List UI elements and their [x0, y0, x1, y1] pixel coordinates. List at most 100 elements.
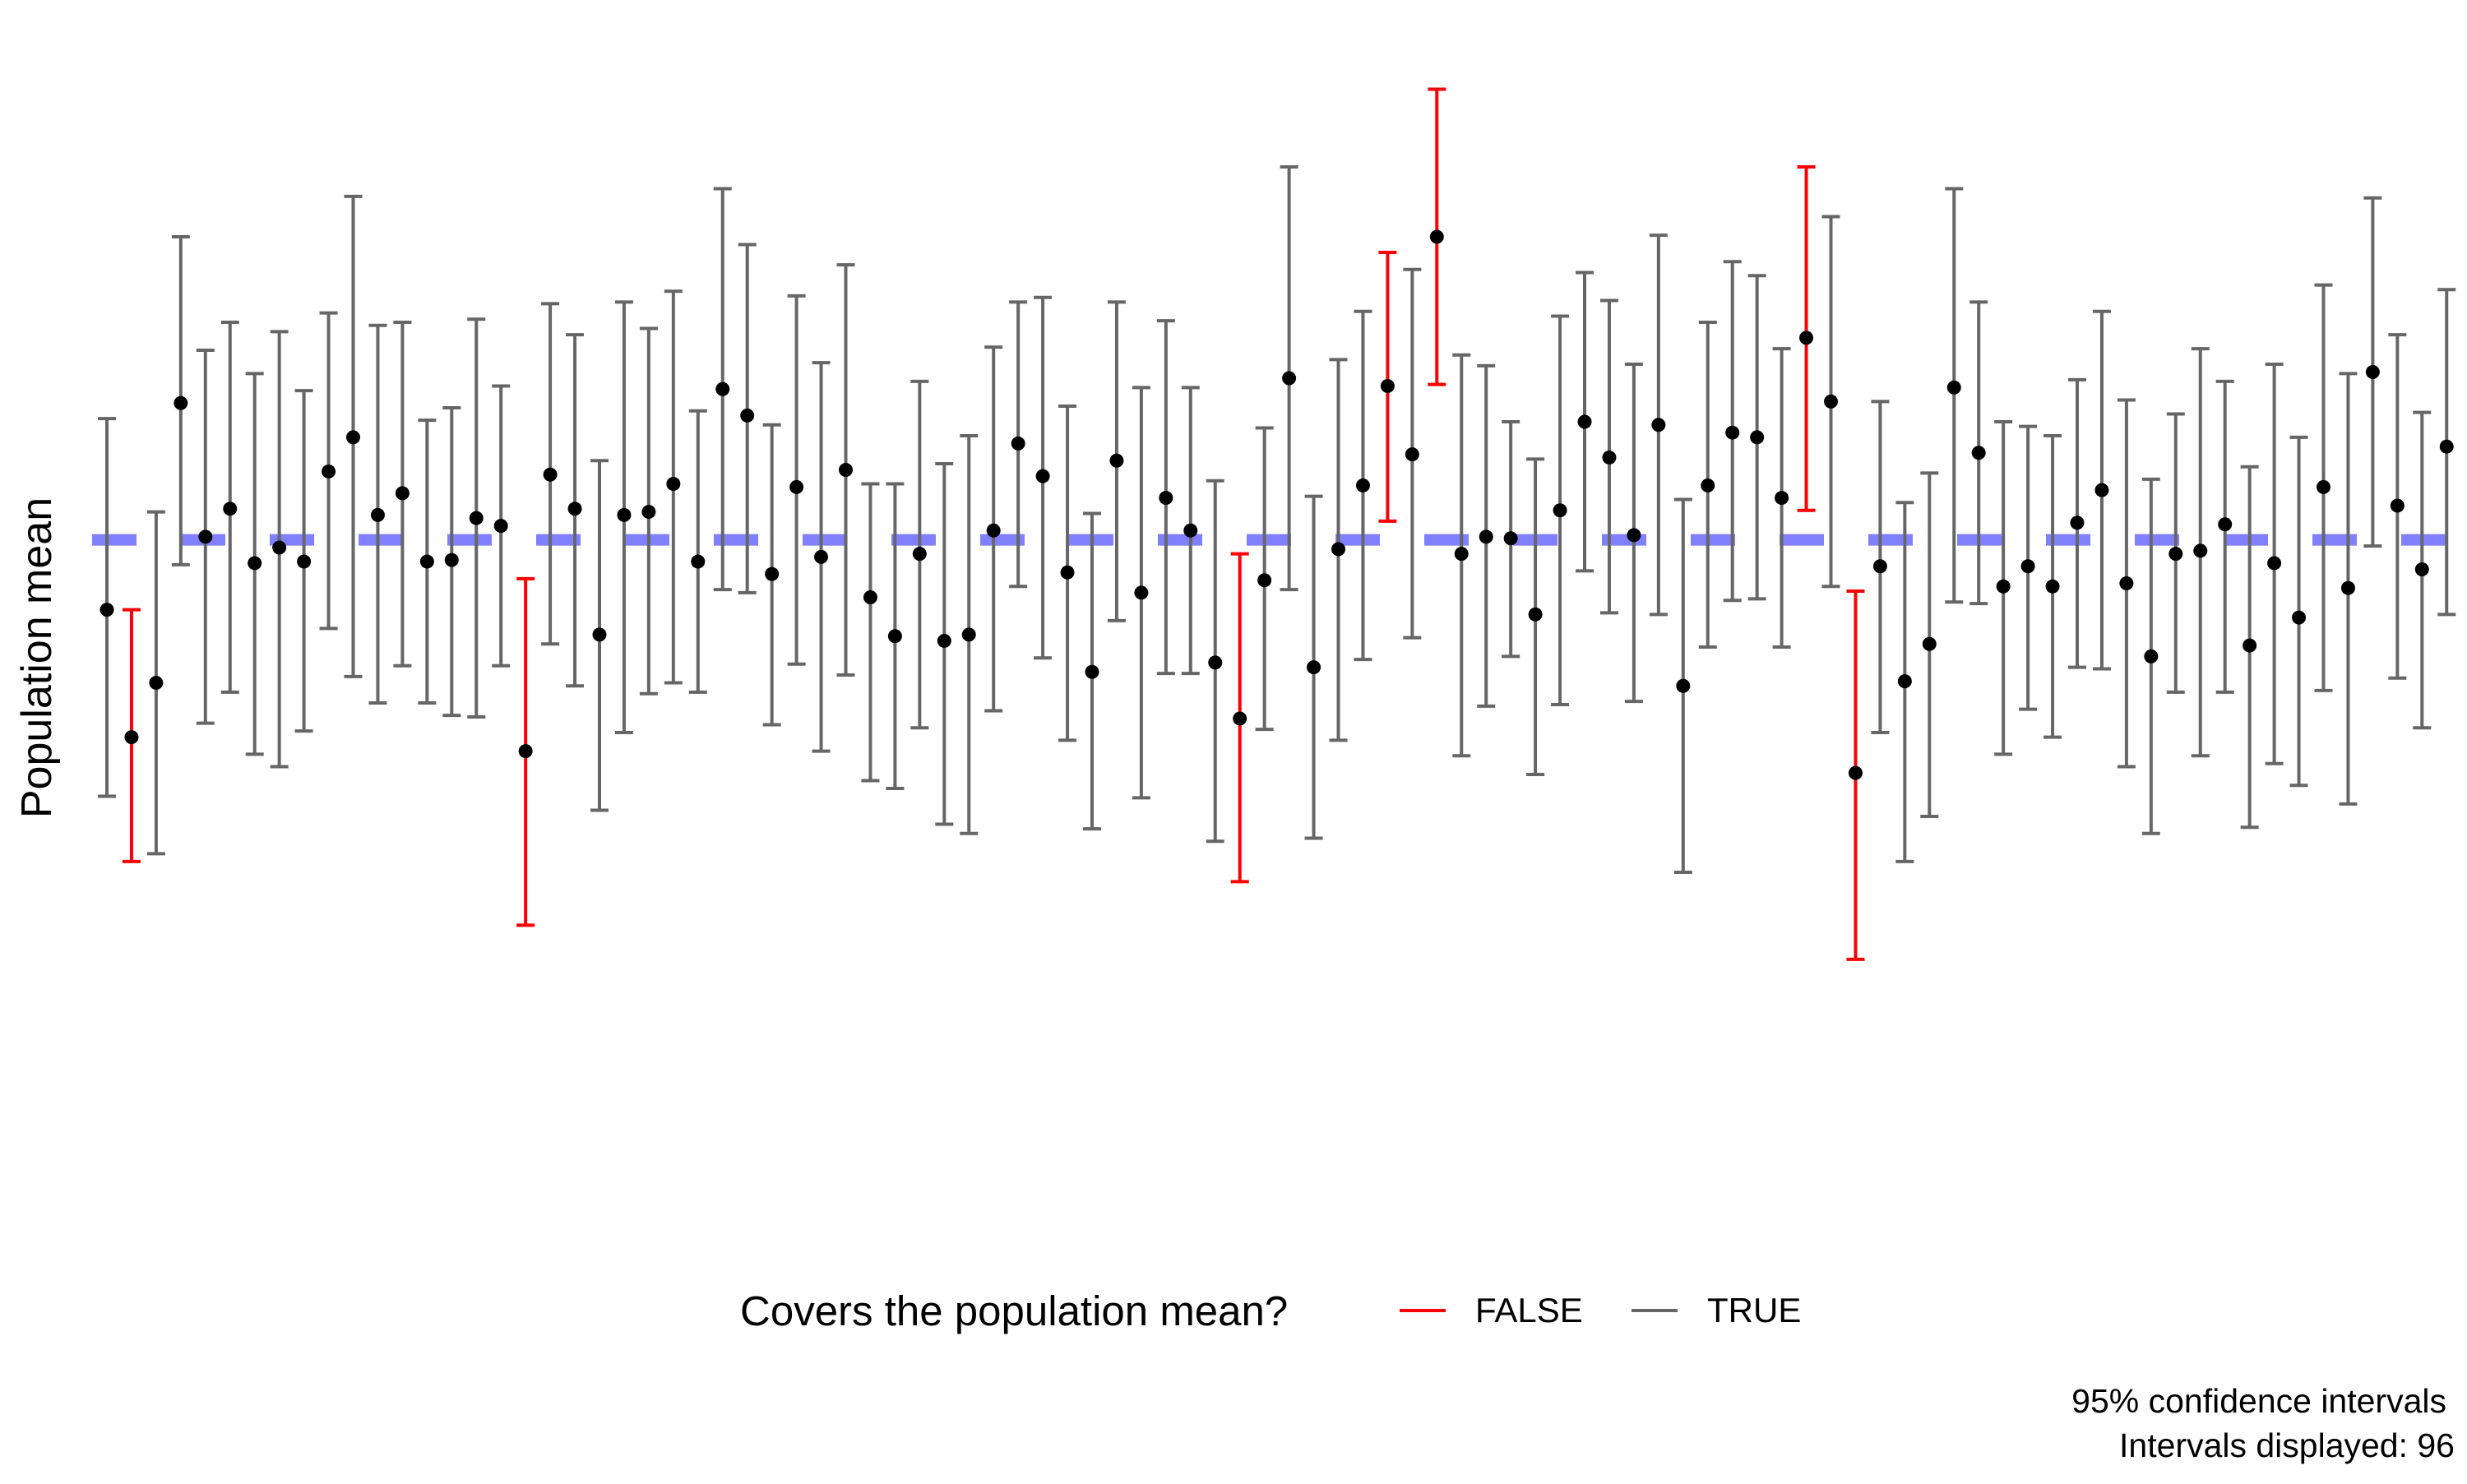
sample-mean-point: [149, 675, 164, 690]
sample-mean-point: [1750, 430, 1765, 445]
sample-mean-point: [1134, 585, 1149, 600]
sample-mean-point: [1676, 678, 1691, 693]
confidence-interval: [787, 294, 806, 666]
sample-mean-point: [419, 554, 434, 569]
legend-title: Covers the population mean?: [740, 1288, 1288, 1334]
legend: Covers the population mean? FALSE TRUE: [740, 1288, 1801, 1334]
sample-mean-point: [2020, 559, 2035, 574]
sample-mean-point: [2168, 547, 2183, 562]
confidence-interval: [2215, 379, 2234, 694]
sample-mean-point: [1922, 636, 1937, 651]
sample-mean-point: [198, 529, 213, 544]
sample-mean-point: [2218, 517, 2233, 532]
sample-mean-point: [715, 381, 730, 396]
sample-mean-point: [1528, 607, 1543, 622]
sample-mean-point: [395, 486, 410, 501]
sample-mean-point: [1701, 478, 1715, 492]
sample-mean-point: [2119, 576, 2134, 591]
sample-mean-point: [469, 511, 484, 525]
sample-mean-point: [1651, 418, 1666, 432]
sample-mean-point: [691, 554, 706, 569]
sample-mean-point: [1602, 450, 1617, 465]
sample-mean-point: [765, 566, 780, 581]
sample-mean-point: [1307, 660, 1321, 675]
sample-mean-point: [1282, 371, 1297, 386]
sample-mean-point: [223, 502, 238, 516]
sample-mean-point: [814, 549, 829, 564]
point-layer: [100, 229, 2454, 780]
sample-mean-point: [1897, 674, 1912, 689]
sample-mean-point: [1775, 491, 1789, 506]
sample-mean-point: [1946, 380, 1961, 395]
sample-mean-point: [2340, 580, 2355, 595]
sample-mean-point: [2390, 498, 2405, 513]
sample-mean-point: [666, 477, 681, 492]
sample-mean-point: [518, 744, 533, 759]
sample-mean-point: [1208, 655, 1223, 670]
sample-mean-point: [1109, 453, 1124, 468]
sample-mean-point: [322, 464, 336, 478]
sample-mean-point: [1429, 229, 1444, 244]
sample-mean-point: [2045, 579, 2060, 594]
sample-mean-point: [1233, 711, 1247, 726]
sample-mean-point: [2365, 364, 2380, 379]
caption-confidence-level: 95% confidence intervals: [2071, 1382, 2446, 1420]
legend-label-true: TRUE: [1707, 1291, 1801, 1329]
sample-mean-point: [297, 554, 312, 569]
sample-mean-point: [1454, 547, 1469, 562]
sample-mean-point: [1627, 528, 1641, 543]
sample-mean-point: [1011, 436, 1025, 451]
legend-label-false: FALSE: [1475, 1291, 1583, 1329]
sample-mean-point: [272, 540, 287, 555]
sample-mean-point: [346, 430, 360, 445]
sample-mean-point: [1872, 559, 1887, 574]
sample-mean-point: [248, 556, 262, 571]
sample-mean-point: [1971, 446, 1986, 460]
sample-mean-point: [2292, 610, 2307, 625]
sample-mean-point: [961, 627, 976, 642]
sample-mean-point: [887, 629, 902, 644]
sample-mean-point: [912, 547, 927, 562]
sample-mean-point: [1035, 469, 1050, 483]
sample-mean-point: [863, 590, 877, 605]
sample-mean-point: [1159, 491, 1173, 506]
sample-mean-point: [174, 395, 188, 410]
sample-mean-point: [2414, 562, 2429, 577]
sample-mean-point: [444, 552, 459, 567]
confidence-interval: [861, 482, 880, 783]
sample-mean-point: [567, 502, 582, 516]
sample-mean-point: [1824, 394, 1838, 409]
sample-mean-point: [2267, 556, 2282, 571]
confidence-interval: [1945, 187, 1964, 604]
sample-mean-point: [592, 627, 607, 642]
sample-mean-point: [1725, 425, 1740, 440]
sample-mean-point: [1553, 503, 1567, 518]
sample-mean-point: [2144, 649, 2159, 663]
caption-interval-count: Intervals displayed: 96: [2119, 1426, 2455, 1464]
sample-mean-point: [617, 507, 632, 522]
sample-mean-point: [370, 507, 385, 522]
sample-mean-point: [1996, 579, 2011, 594]
sample-mean-point: [2317, 479, 2330, 494]
sample-mean-point: [1331, 542, 1345, 557]
sample-mean-point: [789, 479, 804, 494]
confidence-interval: [688, 409, 707, 694]
sample-mean-point: [641, 505, 656, 520]
y-axis-label: Population mean: [13, 497, 61, 818]
sample-mean-point: [543, 467, 558, 482]
sample-mean-point: [1085, 664, 1099, 679]
sample-mean-point: [1799, 331, 1814, 345]
sample-mean-point: [1479, 529, 1493, 544]
sample-mean-point: [1405, 447, 1419, 462]
sample-mean-point: [2243, 638, 2257, 653]
sample-mean-point: [2193, 543, 2208, 558]
sample-mean-point: [2439, 439, 2454, 454]
sample-mean-point: [1380, 378, 1395, 393]
sample-mean-point: [124, 730, 139, 745]
sample-mean-point: [986, 523, 1001, 538]
sample-mean-point: [100, 603, 114, 617]
sample-mean-point: [839, 463, 853, 478]
sample-mean-point: [2094, 483, 2109, 497]
